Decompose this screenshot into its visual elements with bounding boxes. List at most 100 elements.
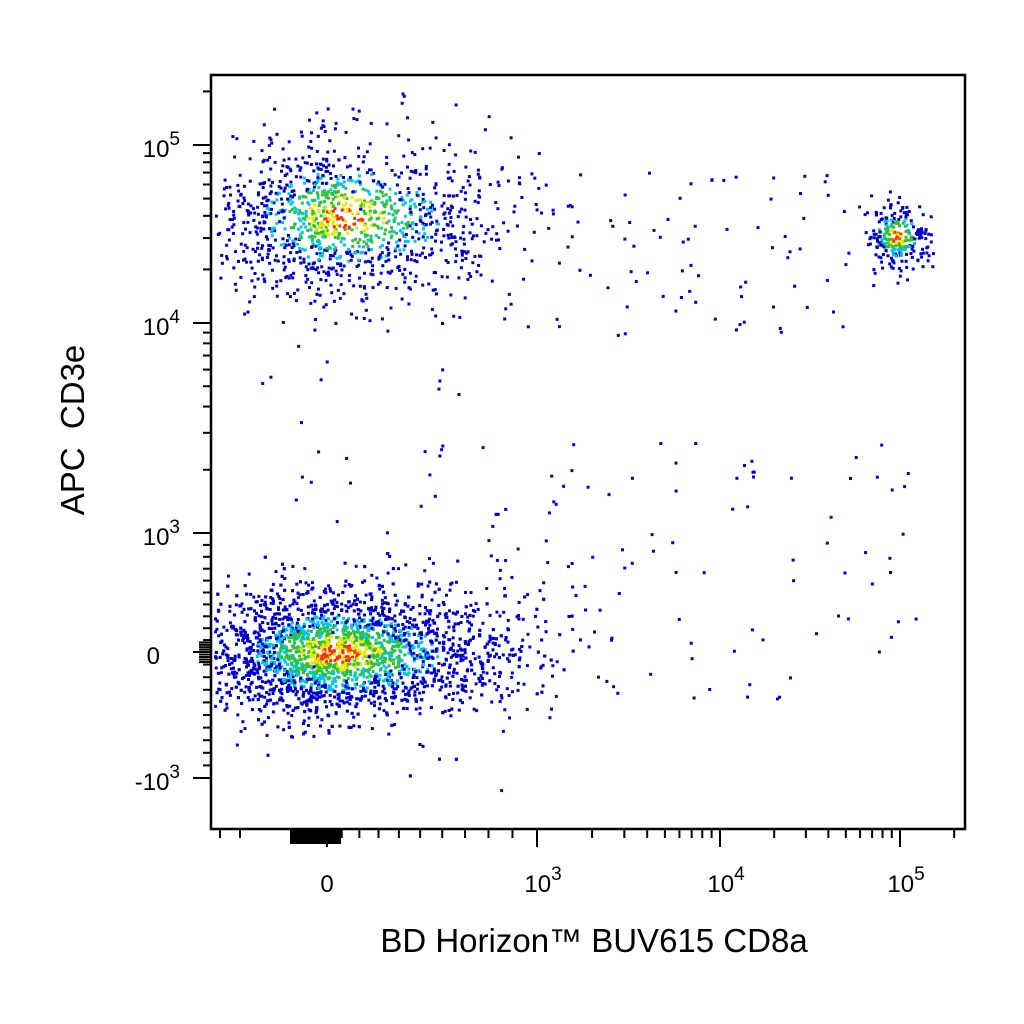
data-point [504,559,508,563]
data-point [445,676,449,680]
data-point [504,507,508,511]
data-point [246,662,250,666]
data-point [278,220,281,224]
data-point [371,670,375,673]
data-point [389,306,393,310]
data-point [406,673,410,677]
data-point [214,650,218,654]
data-point [889,635,893,639]
data-point [304,195,308,199]
data-point [426,651,430,655]
data-point [362,617,366,621]
data-point [406,630,410,634]
data-point [363,223,367,227]
data-point [895,241,899,245]
data-point [403,616,407,620]
data-point [394,255,398,259]
data-point [428,253,432,257]
data-point [433,186,437,190]
data-point [296,596,300,600]
data-point [495,232,499,236]
data-point [403,645,407,649]
data-point [251,247,255,251]
data-point [331,680,335,684]
data-point [290,670,294,674]
data-point [362,626,366,630]
data-point [320,694,324,698]
data-point [376,622,379,626]
data-point [319,254,323,257]
data-point [409,645,413,649]
data-point [383,205,387,209]
data-point [255,232,259,236]
data-point [386,632,390,636]
data-point [302,690,306,694]
data-point [327,163,331,167]
data-point [329,628,332,632]
data-point [359,634,363,638]
data-point [387,241,391,245]
data-point [280,202,284,206]
data-point [448,176,452,180]
data-point [333,207,337,210]
data-point [345,457,349,460]
data-point [420,698,424,702]
data-point [342,701,346,705]
data-point [846,617,850,621]
data-point [265,662,269,666]
data-point [416,626,420,630]
data-point [364,647,368,651]
data-point [897,266,901,270]
data-point [422,678,426,682]
data-point [536,625,540,629]
data-point [250,669,254,673]
data-point [291,276,295,280]
data-point [335,214,339,218]
data-point [309,266,313,270]
data-point [405,224,409,228]
data-point [382,709,386,713]
data-point [360,231,364,235]
data-point [289,624,293,628]
data-point [371,268,374,272]
data-point [332,220,335,224]
data-point [289,202,293,206]
data-point [280,640,284,644]
data-point [285,647,289,651]
data-point [367,670,371,674]
data-point [890,488,894,492]
data-point [223,178,227,182]
data-point [323,200,327,204]
data-point [483,682,487,686]
data-point [341,683,345,687]
data-point [282,644,286,648]
data-point [304,225,308,229]
data-point [277,612,281,616]
data-point [332,225,336,229]
data-point [446,207,450,211]
data-point [931,265,935,269]
data-point [344,687,348,691]
data-point [301,212,304,215]
data-point [268,608,272,611]
data-point [459,236,462,240]
data-point [226,659,230,663]
data-point [297,247,301,250]
data-point [418,215,422,219]
data-point [393,619,397,623]
data-point [906,238,910,242]
data-point [325,668,329,672]
data-point [408,647,412,651]
data-point [225,628,229,632]
data-point [394,286,398,290]
data-point [292,670,296,674]
data-point [252,218,256,222]
data-point [464,215,468,219]
data-point [378,587,382,591]
data-point [255,611,258,615]
data-point [414,707,418,711]
data-point [507,628,510,632]
data-point [470,623,473,627]
data-point [325,639,329,643]
data-point [280,630,283,634]
